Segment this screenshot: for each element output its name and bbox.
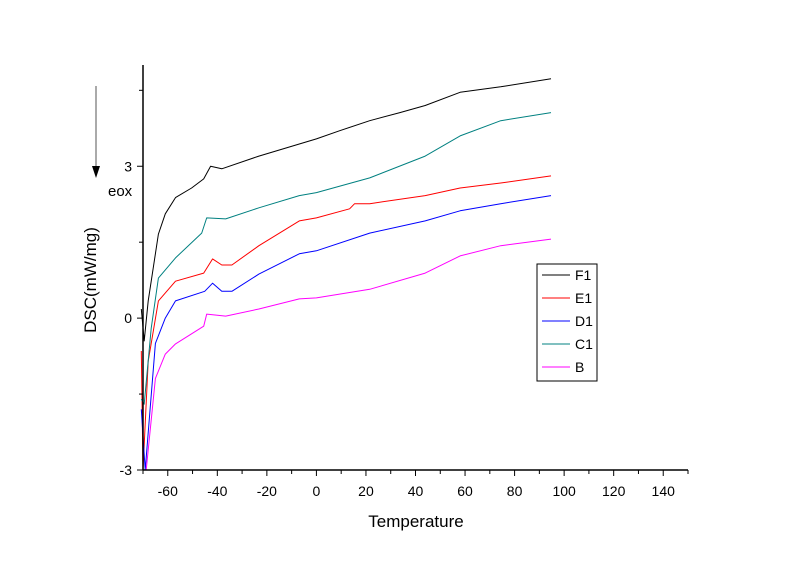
x-tick-label: 100 <box>552 483 576 499</box>
y-tick-label: -3 <box>120 462 133 478</box>
x-axis-label: Temperature <box>368 512 463 531</box>
x-tick-label: 60 <box>457 483 473 499</box>
y-tick-label: 3 <box>124 158 132 174</box>
series-line-c1 <box>140 112 552 405</box>
x-tick-label: -40 <box>207 483 227 499</box>
legend-label-b: B <box>575 359 584 375</box>
legend-label-d1: D1 <box>575 313 593 329</box>
legend-label-c1: C1 <box>575 336 593 352</box>
legend-box <box>536 263 598 382</box>
x-tick-label: -60 <box>158 483 178 499</box>
arrow-head-icon <box>92 166 100 178</box>
series-line-d1 <box>140 195 552 471</box>
legend-label-f1: F1 <box>575 267 592 283</box>
series-line-b <box>145 238 552 471</box>
series-layer <box>140 78 552 471</box>
x-tick-label: 20 <box>358 483 374 499</box>
y-tick-label: 0 <box>124 310 132 326</box>
x-tick-label: 0 <box>313 483 321 499</box>
legend: F1 E1 D1 C1 B <box>536 263 598 382</box>
eox-annotation: eox <box>108 183 133 200</box>
x-tick-label: -20 <box>257 483 277 499</box>
series-line-e1 <box>140 175 552 471</box>
ticks-layer: -60 -40 -20 0 20 40 60 80 100 120 140 -3 0 3 <box>120 89 689 499</box>
legend-label-e1: E1 <box>575 290 592 306</box>
x-tick-label: 40 <box>408 483 424 499</box>
x-tick-label: 140 <box>652 483 676 499</box>
exotherm-arrow <box>92 86 100 178</box>
x-tick-label: 80 <box>507 483 523 499</box>
series-line-f1 <box>140 78 552 342</box>
y-axis-label: DSC(mW/mg) <box>81 227 100 333</box>
x-tick-label: 120 <box>602 483 626 499</box>
